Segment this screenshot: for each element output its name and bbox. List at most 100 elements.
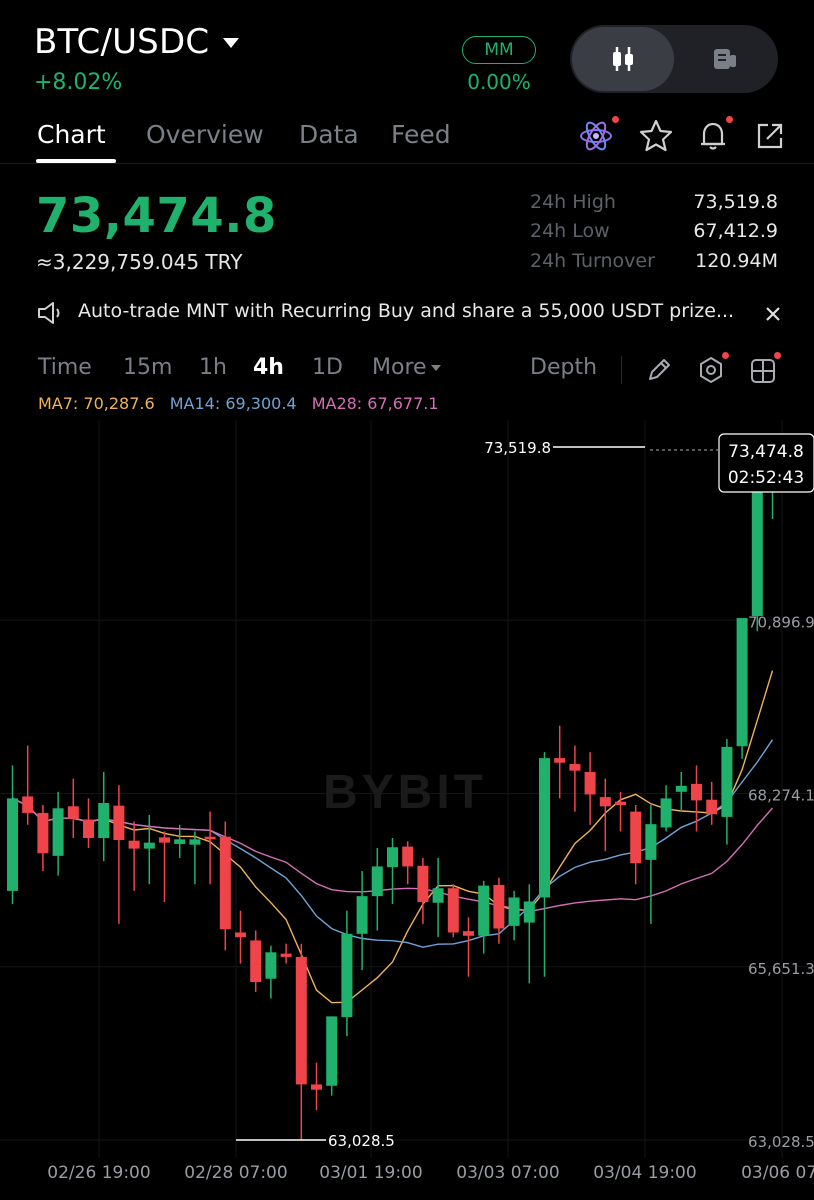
stat-label-turnover: 24h Turnover [530,250,655,272]
watermark-logo: BYBIT [323,766,487,819]
last-price-label: 73,474.8 [728,442,804,462]
notification-dot [612,116,619,123]
candle [539,752,550,977]
share-icon [757,123,783,149]
alert-button[interactable] [693,116,733,156]
star-icon [639,119,673,152]
candle [250,930,262,992]
candle [265,945,277,999]
stat-label-low: 24h Low [530,220,610,242]
orderbook-view-button[interactable] [674,27,776,91]
candle [204,811,216,885]
candle [569,745,581,812]
promo-banner[interactable]: Auto-trade MNT with Recurring Buy and sh… [0,292,814,334]
close-icon[interactable] [764,305,782,323]
candle [83,798,94,848]
candle [371,847,383,931]
last-price-box [718,433,814,493]
timeframe-1d[interactable]: 1D [312,355,343,380]
candle [326,1016,338,1096]
candle [341,910,353,1037]
y-tick-label: 65,651.3 [748,960,814,978]
candle [387,838,398,905]
bell-icon [701,122,725,150]
candle [113,785,125,924]
candle [447,884,459,938]
candle [295,943,307,1141]
pair-name: BTC/USDC [34,22,210,62]
candle [128,821,140,891]
candle [143,814,155,885]
high-marker-label: 73,519.8 [484,439,551,457]
candle [159,831,170,903]
caret-down-icon [223,38,240,48]
ai-assistant-button[interactable] [576,116,619,156]
timeframe-4h[interactable]: 4h [253,355,284,380]
candle [660,785,672,832]
layout-grid-icon[interactable] [748,356,778,386]
candle [219,821,231,951]
tab-overview[interactable]: Overview [146,120,264,149]
candle [645,805,657,924]
candle [478,880,490,954]
converted-price: ≈3,229,759.045 TRY [36,250,243,274]
candle [630,805,642,885]
pair-selector[interactable]: BTC/USDC [34,22,240,62]
ma7-label: MA7: 70,287.6 [38,394,155,413]
ai-atom-icon [580,121,612,151]
x-tick-label: 03/06 07: [741,1163,814,1183]
ma14-label: MA14: 69,300.4 [169,394,297,413]
candle [52,791,64,876]
y-tick-label: 63,028.5 [748,1133,814,1151]
speaker-icon [38,302,60,324]
indicator-settings-icon[interactable] [695,354,727,386]
candle [493,877,505,944]
toolbar-divider [621,356,622,384]
low-marker-label: 63,028.5 [328,1132,395,1150]
candle [417,857,429,924]
timeframe-more[interactable]: More [372,355,441,380]
stat-value-low: 67,412.9 [693,220,778,242]
tab-data[interactable]: Data [299,120,359,149]
candle [736,618,748,759]
candle [584,752,596,825]
tab-chart[interactable]: Chart [37,120,106,149]
candle [675,771,687,812]
candlestick-view-button[interactable] [572,27,674,91]
x-tick-label: 02/26 19:00 [47,1163,150,1183]
ma7-line [12,670,774,1004]
timeframe-15m[interactable]: 15m [123,355,173,380]
stat-value-high: 73,519.8 [693,191,778,213]
candle [523,884,535,984]
candlestick-chart[interactable]: BYBIT 73,519.8 63,028.5 73,474.8 02:52:43 7… [0,420,814,1200]
x-tick-label: 03/03 07:00 [456,1163,559,1183]
main-tabs: Chart Overview Data Feed [0,112,814,164]
candle [98,771,110,862]
candlestick-icon [613,47,633,71]
candle [7,765,18,905]
pencil-icon[interactable] [645,356,673,384]
candle [751,478,763,632]
timeframe-time[interactable]: Time [38,355,92,380]
candle [311,1062,322,1111]
notification-dot [774,352,781,359]
depth-button[interactable]: Depth [530,355,598,380]
x-tick-label: 02/28 07:00 [184,1163,287,1183]
header: BTC/USDC +8.02% MM 0.00% [0,0,814,110]
timeframe-1h[interactable]: 1h [199,355,227,380]
y-tick-label: 70,896.9 [748,613,814,631]
view-toggle [570,25,778,93]
candle [721,738,733,845]
x-tick-label: 03/04 19:00 [593,1163,696,1183]
candle [235,910,246,964]
share-button[interactable] [750,116,790,156]
candle [508,890,520,941]
more-label: More [372,355,427,380]
candle [37,805,49,872]
tab-feed[interactable]: Feed [391,120,451,149]
candle [22,745,34,825]
mm-badge[interactable]: MM [462,36,536,64]
stat-value-turnover: 120.94M [695,250,778,272]
y-tick-label: 68,274.1 [748,787,814,805]
favorite-button[interactable] [636,116,676,156]
